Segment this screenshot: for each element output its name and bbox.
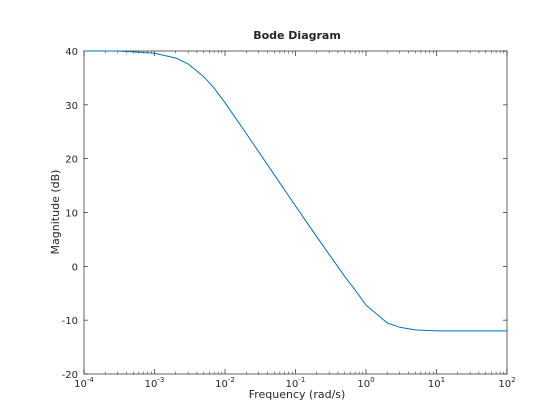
x-tick-label: 100 [357,376,374,390]
y-axis-ticks: -20 -10 0 10 20 30 40 [62,47,507,381]
x-tick-label: 10-1 [286,376,306,390]
series-point [154,53,155,54]
y-tick-label: 0 [72,262,78,273]
series-point [188,63,189,64]
magnitude-series-line [84,50,507,332]
y-tick-label: 20 [65,155,78,166]
x-tick-label: 10-4 [74,376,94,390]
series-point [399,327,400,328]
y-tick-label: 30 [65,101,78,112]
y-tick-label: 10 [65,209,78,220]
series-point [274,174,275,175]
series-point [457,330,458,331]
plot-area-frame [83,50,508,375]
series-point [506,330,507,331]
series-point [365,304,366,305]
axes [83,50,508,375]
series-point [224,102,225,103]
x-tick-label: 102 [498,376,515,390]
series-layer [83,50,507,332]
y-axis-label: Magnitude (dB) [49,170,62,255]
series-point [175,57,176,58]
series-point [344,276,345,277]
series-point [83,50,84,51]
series-point [354,289,355,290]
x-axis-label: Frequency (rad/s) [249,388,346,401]
series-point [117,50,118,51]
y-tick-label: -10 [62,316,78,327]
series-point [213,88,214,89]
x-tick-label: 10-2 [215,376,235,390]
x-tick-label: 101 [428,376,445,390]
series-point [387,322,388,323]
chart-title: Bode Diagram [253,29,341,42]
x-axis-ticks: 10-4 10-3 10-2 10-1 100 101 102 [74,51,516,390]
series-point [316,236,317,237]
series-point [295,205,296,206]
series-point [436,330,437,331]
y-tick-label: 40 [65,47,78,58]
series-point [415,329,416,330]
series-point [203,76,204,77]
y-tick-label: -20 [62,370,78,381]
series-point [246,133,247,134]
x-tick-label: 10-3 [145,376,165,390]
